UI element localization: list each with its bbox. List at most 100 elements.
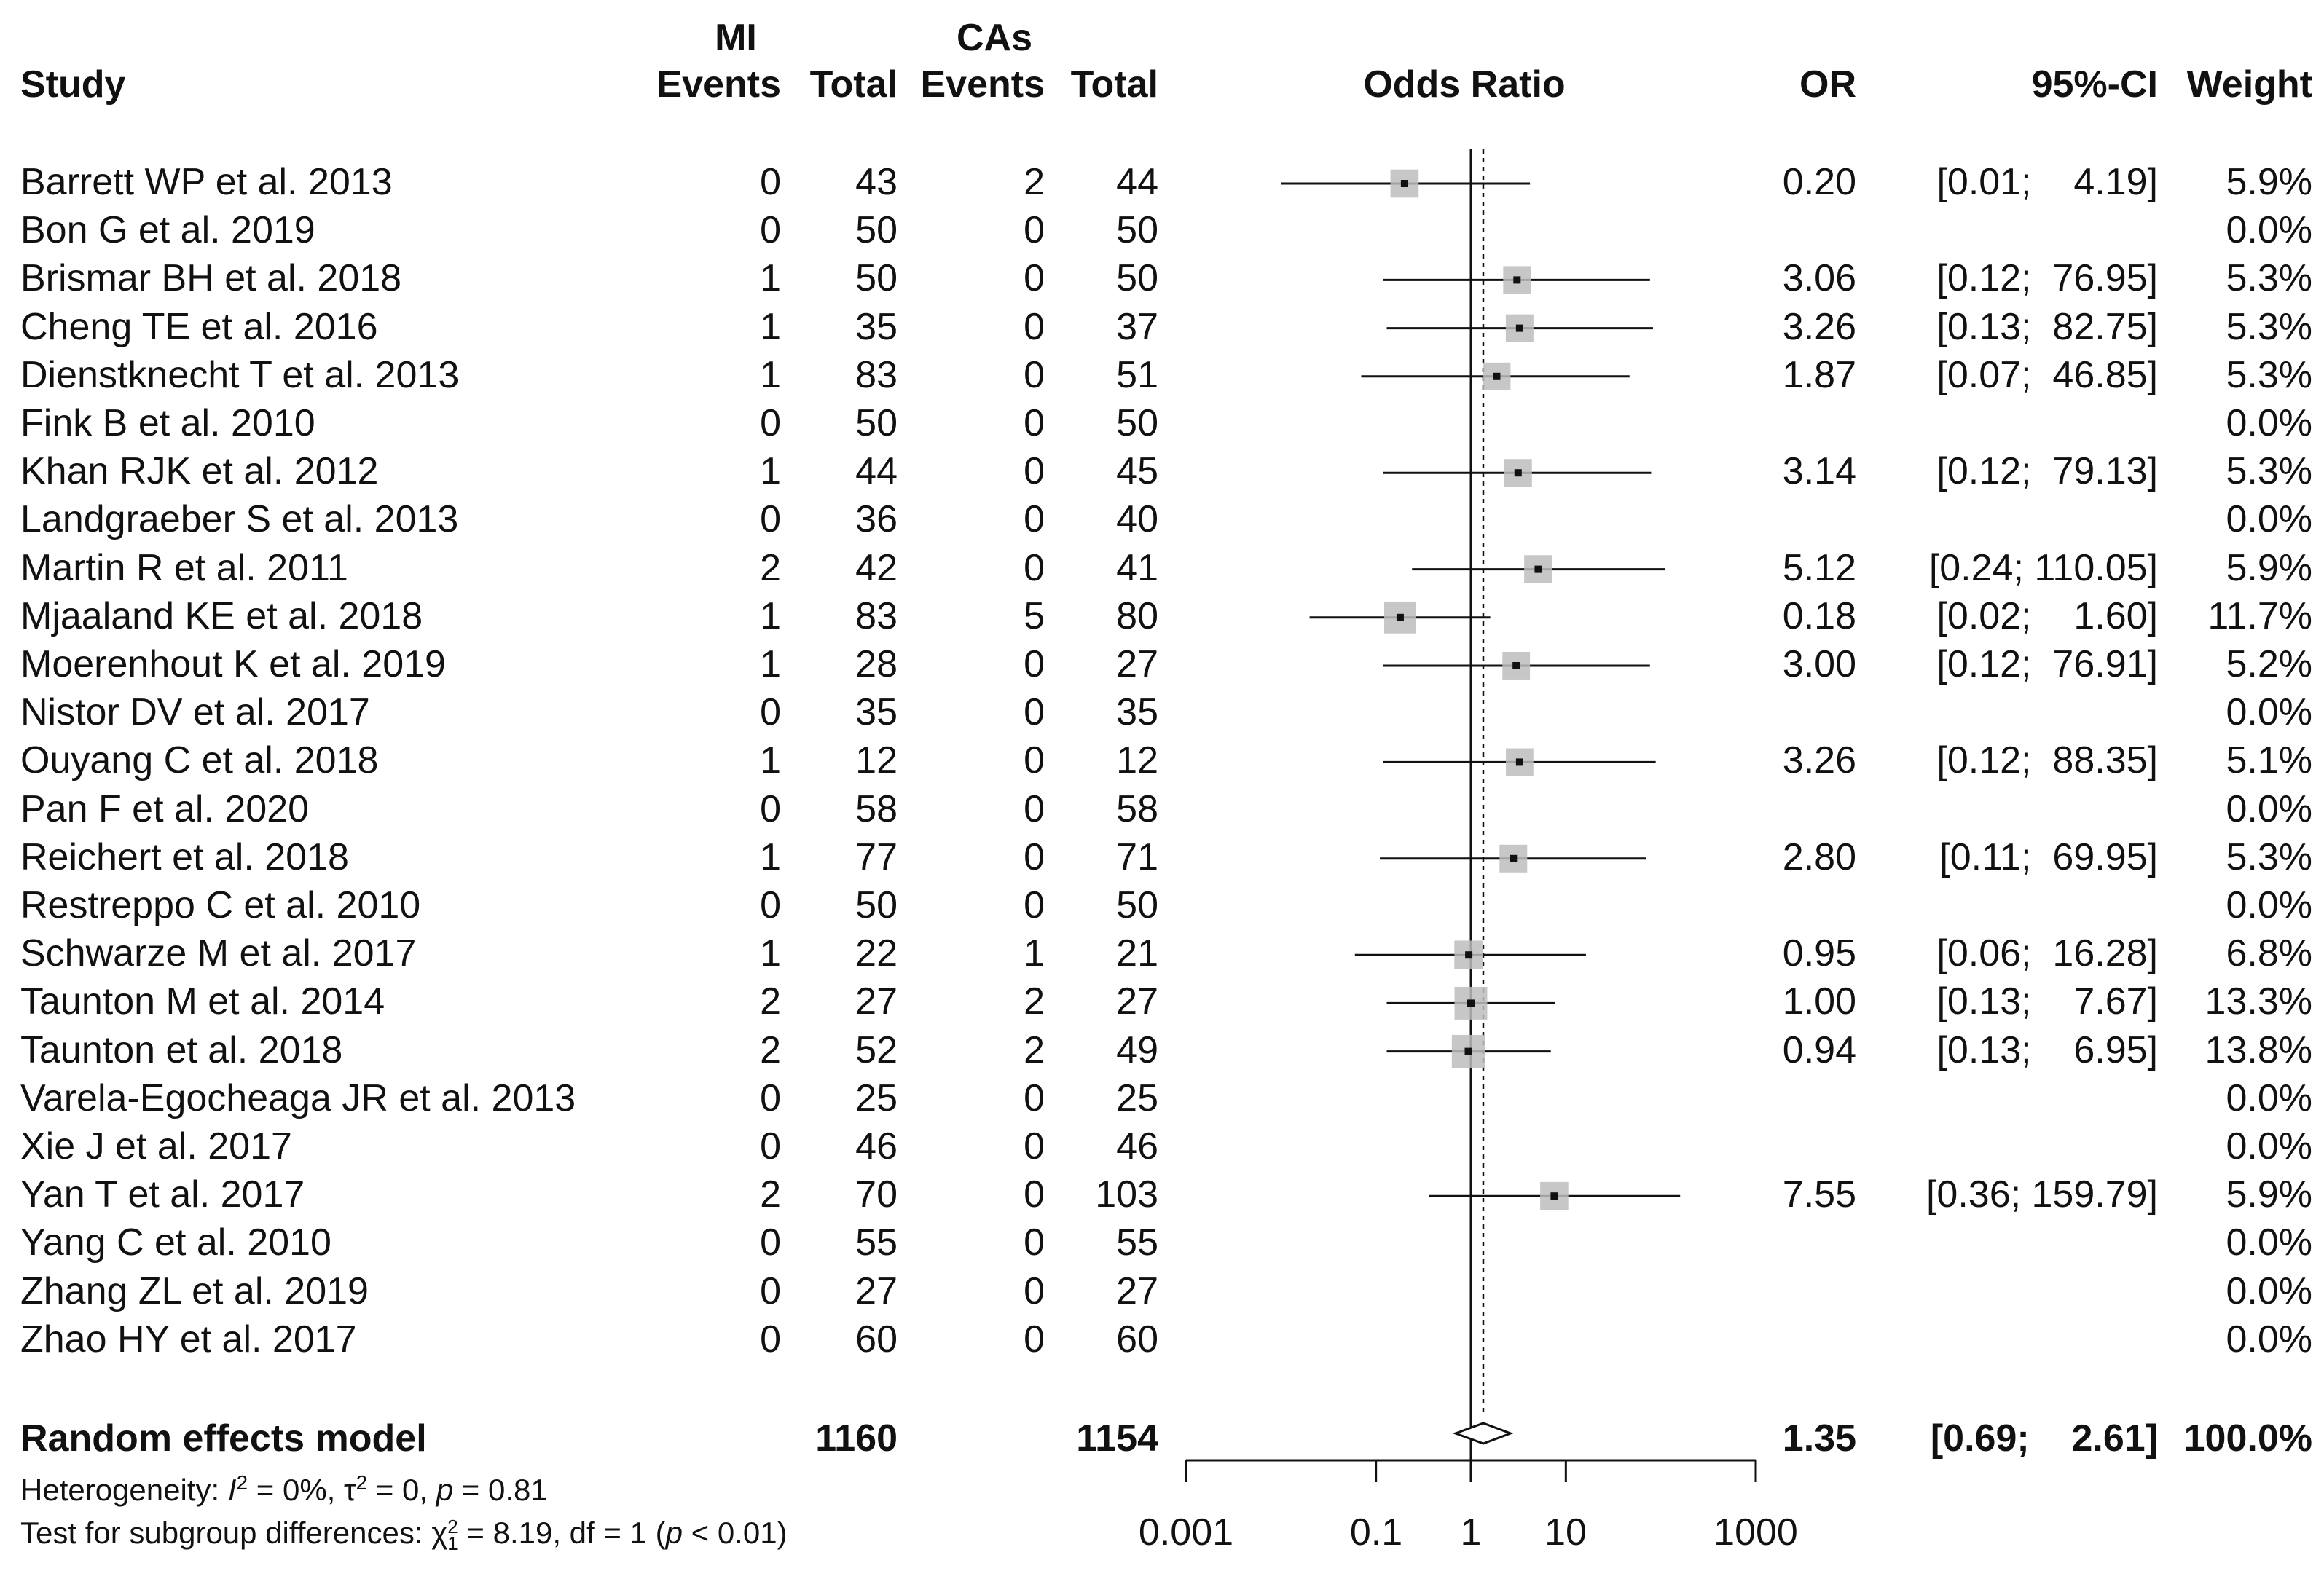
header-study: Study [20,63,126,106]
header-total-mi: Total [809,63,898,106]
weight-value: 5.3% [2226,306,2312,348]
total-mi: 27 [855,980,898,1023]
total-mi: 50 [855,884,898,926]
study-name: Mjaaland KE et al. 2018 [20,595,423,637]
events-mi: 1 [760,306,781,348]
total-mi: 28 [855,643,898,685]
study-name: Nistor DV et al. 2017 [20,691,370,733]
total-cas: 27 [1116,1270,1158,1312]
study-name: Brismar BH et al. 2018 [20,257,402,299]
events-cas: 0 [1024,1318,1045,1361]
group-label-cas: CAs [956,17,1033,59]
study-name: Reichert et al. 2018 [20,836,349,878]
total-cas: 45 [1116,450,1158,492]
study-name: Martin R et al. 2011 [20,547,348,589]
events-mi: 0 [760,498,781,540]
events-cas: 2 [1024,980,1045,1023]
events-mi: 0 [760,788,781,830]
study-name: Landgraeber S et al. 2013 [20,498,459,540]
total-mi: 12 [855,739,898,781]
total-cas: 50 [1116,884,1158,926]
point-estimate [1467,999,1475,1007]
weight-value: 5.3% [2226,450,2312,492]
point-estimate [1510,854,1518,862]
events-cas: 1 [1024,932,1045,975]
weight-value: 5.3% [2226,354,2312,396]
study-name: Bon G et al. 2019 [20,209,315,251]
total-cas: 103 [1095,1173,1158,1216]
total-cas: 51 [1116,354,1158,396]
i2-sup: 2 [236,1471,248,1494]
chi-sub: 1 [447,1532,458,1554]
events-mi: 0 [760,1318,781,1361]
weight-value: 5.3% [2226,257,2312,299]
or-value: 3.26 [1782,739,1856,781]
total-cas: 37 [1116,306,1158,348]
total-mi: 50 [855,402,898,444]
events-cas: 0 [1024,643,1045,685]
chi-symbol: χ [431,1516,448,1550]
study-name: Pan F et al. 2020 [20,788,310,830]
subgroup-prefix: Test for subgroup differences: [20,1516,432,1550]
weight-value: 5.9% [2226,547,2312,589]
total-mi: 83 [855,595,898,637]
chi-value: = 8.19, df = 1 ( [458,1516,666,1550]
total-cas: 12 [1116,739,1158,781]
point-estimate [1464,1047,1472,1055]
total-cas: 25 [1116,1077,1158,1119]
weight-value: 13.3% [2205,980,2312,1023]
p2-symbol: p [665,1516,683,1550]
total-cas: 50 [1116,209,1158,251]
or-value: 3.00 [1782,643,1856,685]
events-cas: 0 [1024,402,1045,444]
events-cas: 0 [1024,1173,1045,1216]
study-name: Yang C et al. 2010 [20,1221,331,1264]
study-name: Fink B et al. 2010 [20,402,315,444]
events-mi: 1 [760,739,781,781]
or-value: 3.06 [1782,257,1856,299]
events-cas: 2 [1024,1029,1045,1071]
total-mi: 52 [855,1029,898,1071]
point-estimate [1515,758,1523,766]
study-name: Cheng TE et al. 2016 [20,306,378,348]
total-mi: 35 [855,691,898,733]
events-mi: 0 [760,691,781,733]
or-value: 5.12 [1782,547,1856,589]
weight-value: 13.8% [2205,1029,2312,1071]
total-mi: 36 [855,498,898,540]
ci-value: [0.12; 76.91] [1936,643,2158,685]
point-estimate [1396,613,1404,621]
x-axis-tick-label: 0.001 [1138,1511,1234,1554]
study-name: Restreppo C et al. 2010 [20,884,421,926]
events-mi: 2 [760,1029,781,1071]
ci-value: [0.13; 6.95] [1936,1029,2158,1071]
chi-sup: 2 [447,1515,458,1537]
total-mi: 27 [855,1270,898,1312]
total-mi: 22 [855,932,898,975]
i2-value: = 0%, [248,1473,344,1507]
point-estimate [1515,324,1523,332]
summary-label: Random effects model [20,1417,427,1460]
events-mi: 0 [760,884,781,926]
events-mi: 0 [760,1221,781,1264]
events-mi: 1 [760,450,781,492]
or-value: 3.26 [1782,306,1856,348]
weight-value: 0.0% [2226,1221,2312,1264]
ci-value: [0.06; 16.28] [1936,932,2158,975]
or-value: 0.18 [1782,595,1856,637]
events-cas: 0 [1024,788,1045,830]
summary-diamond [1452,1422,1514,1445]
weight-value: 0.0% [2226,884,2312,926]
events-cas: 0 [1024,1270,1045,1312]
weight-value: 5.9% [2226,161,2312,203]
events-cas: 0 [1024,1077,1045,1119]
summary-or: 1.35 [1782,1417,1856,1460]
events-cas: 0 [1024,884,1045,926]
or-value: 0.20 [1782,161,1856,203]
events-mi: 1 [760,354,781,396]
total-cas: 49 [1116,1029,1158,1071]
header-total-cas: Total [1070,63,1158,106]
events-cas: 0 [1024,209,1045,251]
